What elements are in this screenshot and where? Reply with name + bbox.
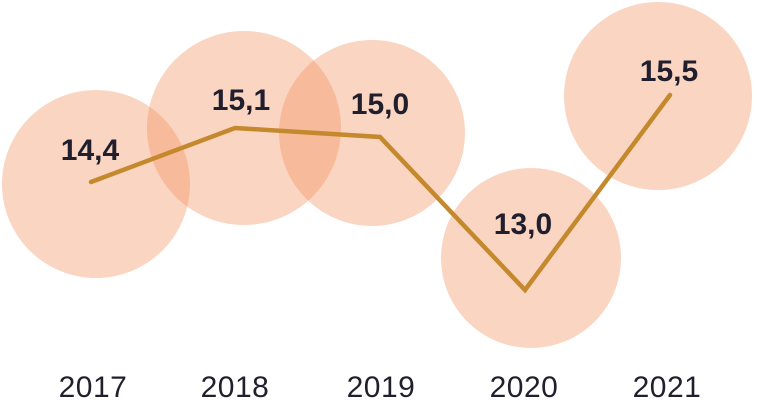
value-label-2018: 15,1 [212,84,270,117]
trend-line [88,92,673,294]
value-label-2020: 13,0 [494,208,552,241]
year-label-2018: 2018 [201,371,270,404]
value-label-2021: 15,5 [640,55,698,88]
year-label-2021: 2021 [633,371,702,404]
value-label-2017: 14,4 [61,134,120,167]
bubble-2017 [2,90,190,278]
value-label-2019: 15,0 [351,88,409,121]
bubble-2020 [441,168,621,348]
year-label-2017: 2017 [59,371,128,404]
year-label-2019: 2019 [347,371,416,404]
bubble-2021 [564,2,752,190]
year-label-2020: 2020 [490,371,559,404]
